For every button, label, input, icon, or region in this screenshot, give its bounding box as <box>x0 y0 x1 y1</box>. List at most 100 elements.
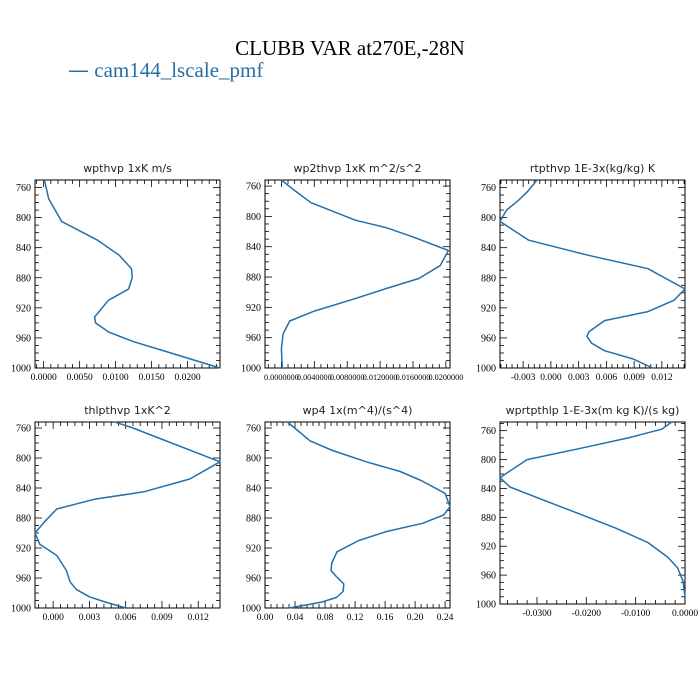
y-tick-label: 800 <box>16 454 31 465</box>
x-tick-label: -0.0100 <box>621 609 651 619</box>
x-tick-label: 0.003 <box>79 613 101 623</box>
x-tick-label: 0.003 <box>568 373 590 383</box>
y-tick-label: 920 <box>16 544 31 555</box>
y-tick-label: 840 <box>481 243 496 254</box>
x-tick-label: 0.0200000 <box>428 373 463 382</box>
y-tick-label: 1000 <box>476 364 496 375</box>
y-tick-label: 1000 <box>241 364 261 375</box>
y-tick-label: 760 <box>246 182 261 193</box>
chart-thlpthvp: thlpthvp 1xK^2 760 800 840 880 920 960 1000 0.00… <box>11 404 221 623</box>
chart-title: wpthvp 1xK m/s <box>83 162 172 175</box>
series-line <box>34 421 221 609</box>
y-tick-label: 880 <box>246 514 261 525</box>
x-tick-label: 0.012 <box>651 373 673 383</box>
y-tick-label: 800 <box>16 213 31 224</box>
page-title: CLUBB VAR at270E,-28N <box>235 36 465 60</box>
legend-label: cam144_lscale_pmf <box>94 58 264 82</box>
x-tick-label: 0.012 <box>188 613 210 623</box>
x-tick-label: 0.009 <box>623 373 645 383</box>
y-tick-label: 840 <box>16 243 31 254</box>
x-tick-label: 0.0100 <box>103 373 129 383</box>
legend: — cam144_lscale_pmf <box>68 58 263 83</box>
y-tick-label: 800 <box>481 213 496 224</box>
y-tick-label: 760 <box>481 426 496 437</box>
chart-title: wp2thvp 1xK m^2/s^2 <box>293 162 421 175</box>
x-tick-label: 0.000 <box>42 613 64 623</box>
chart-wp2thvp: wp2thvp 1xK m^2/s^2 760 800 840 880 920 960 100… <box>241 162 463 382</box>
y-tick-label: 800 <box>246 454 261 465</box>
x-tick-label: 0.006 <box>596 373 618 383</box>
y-tick-label: 760 <box>16 183 31 194</box>
x-tick-label: 0.0000000 <box>264 373 299 382</box>
series-line <box>43 179 221 369</box>
chart-wpthvp: wpthvp 1xK m/s76080084088092096010000.00… <box>11 162 221 383</box>
y-tick-label: 1000 <box>476 600 496 611</box>
y-tick-label: 880 <box>16 514 31 525</box>
x-tick-label: 0.0080000 <box>330 373 365 382</box>
x-tick-label: 0.0000 <box>31 373 57 383</box>
y-tick-label: 960 <box>481 333 496 344</box>
y-tick-label: 760 <box>16 424 31 435</box>
plot-frame <box>499 179 686 369</box>
x-tick-label: -0.0300 <box>522 609 552 619</box>
x-tick-label: 0.0150 <box>139 373 165 383</box>
plot-frame <box>34 179 221 369</box>
x-tick-label: 0.0000 <box>672 609 698 619</box>
y-tick-label: 1000 <box>11 364 31 375</box>
chart-title: wp4 1x(m^4)/(s^4) <box>303 404 413 417</box>
x-tick-label: 0.0200 <box>175 373 201 383</box>
y-tick-label: 760 <box>246 424 261 435</box>
y-tick-label: 920 <box>481 542 496 553</box>
plot-frame <box>264 421 451 609</box>
chart-wp4: wp4 1x(m^4)/(s^4)76080084088092096010000… <box>241 404 454 623</box>
y-tick-label: 840 <box>246 484 261 495</box>
chart-title: rtpthvp 1E-3x(kg/kg) K <box>530 162 656 175</box>
x-tick-label: 0.0050 <box>67 373 93 383</box>
y-tick-label: 920 <box>246 544 261 555</box>
y-tick-label: 880 <box>481 273 496 284</box>
y-tick-label: 800 <box>481 455 496 466</box>
y-tick-label: 920 <box>16 303 31 314</box>
x-tick-label: 0.24 <box>437 613 454 623</box>
x-tick-label: 0.000 <box>540 373 562 383</box>
y-tick-label: 960 <box>16 333 31 344</box>
plot-frame <box>499 421 686 605</box>
y-tick-label: 960 <box>481 571 496 582</box>
chart-title: wprtpthlp 1-E-3x(m kg K)/(s kg) <box>506 404 680 417</box>
x-tick-label: 0.16 <box>377 613 394 623</box>
x-tick-label: 0.12 <box>347 613 364 623</box>
x-tick-label: 0.0040000 <box>297 373 332 382</box>
legend-line-icon: — <box>68 58 89 82</box>
x-tick-label: 0.0120000 <box>363 373 398 382</box>
y-tick-label: 960 <box>246 333 261 344</box>
x-tick-label: 0.0160000 <box>396 373 431 382</box>
x-tick-label: 0.20 <box>407 613 424 623</box>
x-tick-label: 0.04 <box>287 613 304 623</box>
y-tick-label: 920 <box>481 303 496 314</box>
y-tick-label: 960 <box>246 574 261 585</box>
y-tick-label: 1000 <box>11 604 31 615</box>
x-tick-label: 0.08 <box>317 613 334 623</box>
y-tick-label: 880 <box>481 513 496 524</box>
x-tick-label: 0.006 <box>115 613 137 623</box>
y-tick-label: 760 <box>481 183 496 194</box>
y-tick-label: 800 <box>246 212 261 223</box>
y-tick-label: 840 <box>481 484 496 495</box>
y-tick-label: 880 <box>16 273 31 284</box>
chart-rtpthvp: rtpthvp 1E-3x(kg/kg) K 760 800 840 880 920 960… <box>476 162 686 383</box>
y-tick-label: 840 <box>16 484 31 495</box>
x-tick-label: 0.009 <box>151 613 173 623</box>
series-line <box>499 421 686 597</box>
x-tick-label: 0.00 <box>257 613 274 623</box>
series-line <box>499 179 686 369</box>
chart-title: thlpthvp 1xK^2 <box>84 404 171 417</box>
chart-wprtpthlp: wprtpthlp 1-E-3x(m kg K)/(s kg) 760 800 840… <box>476 404 698 619</box>
y-tick-label: 840 <box>246 242 261 253</box>
x-tick-label: -0.003 <box>511 373 536 383</box>
plot-frame <box>34 421 221 609</box>
x-tick-label: -0.0200 <box>572 609 602 619</box>
series-line <box>287 421 451 609</box>
plot-frame <box>264 179 451 369</box>
y-tick-label: 1000 <box>241 604 261 615</box>
